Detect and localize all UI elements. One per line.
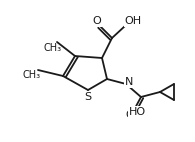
Text: OH: OH <box>124 16 142 26</box>
Text: S: S <box>84 92 92 102</box>
Text: N: N <box>125 77 133 87</box>
Text: HO: HO <box>129 107 145 117</box>
Text: O: O <box>126 110 134 120</box>
Text: O: O <box>93 16 101 26</box>
Text: CH₃: CH₃ <box>44 43 62 53</box>
Text: CH₃: CH₃ <box>23 70 41 80</box>
